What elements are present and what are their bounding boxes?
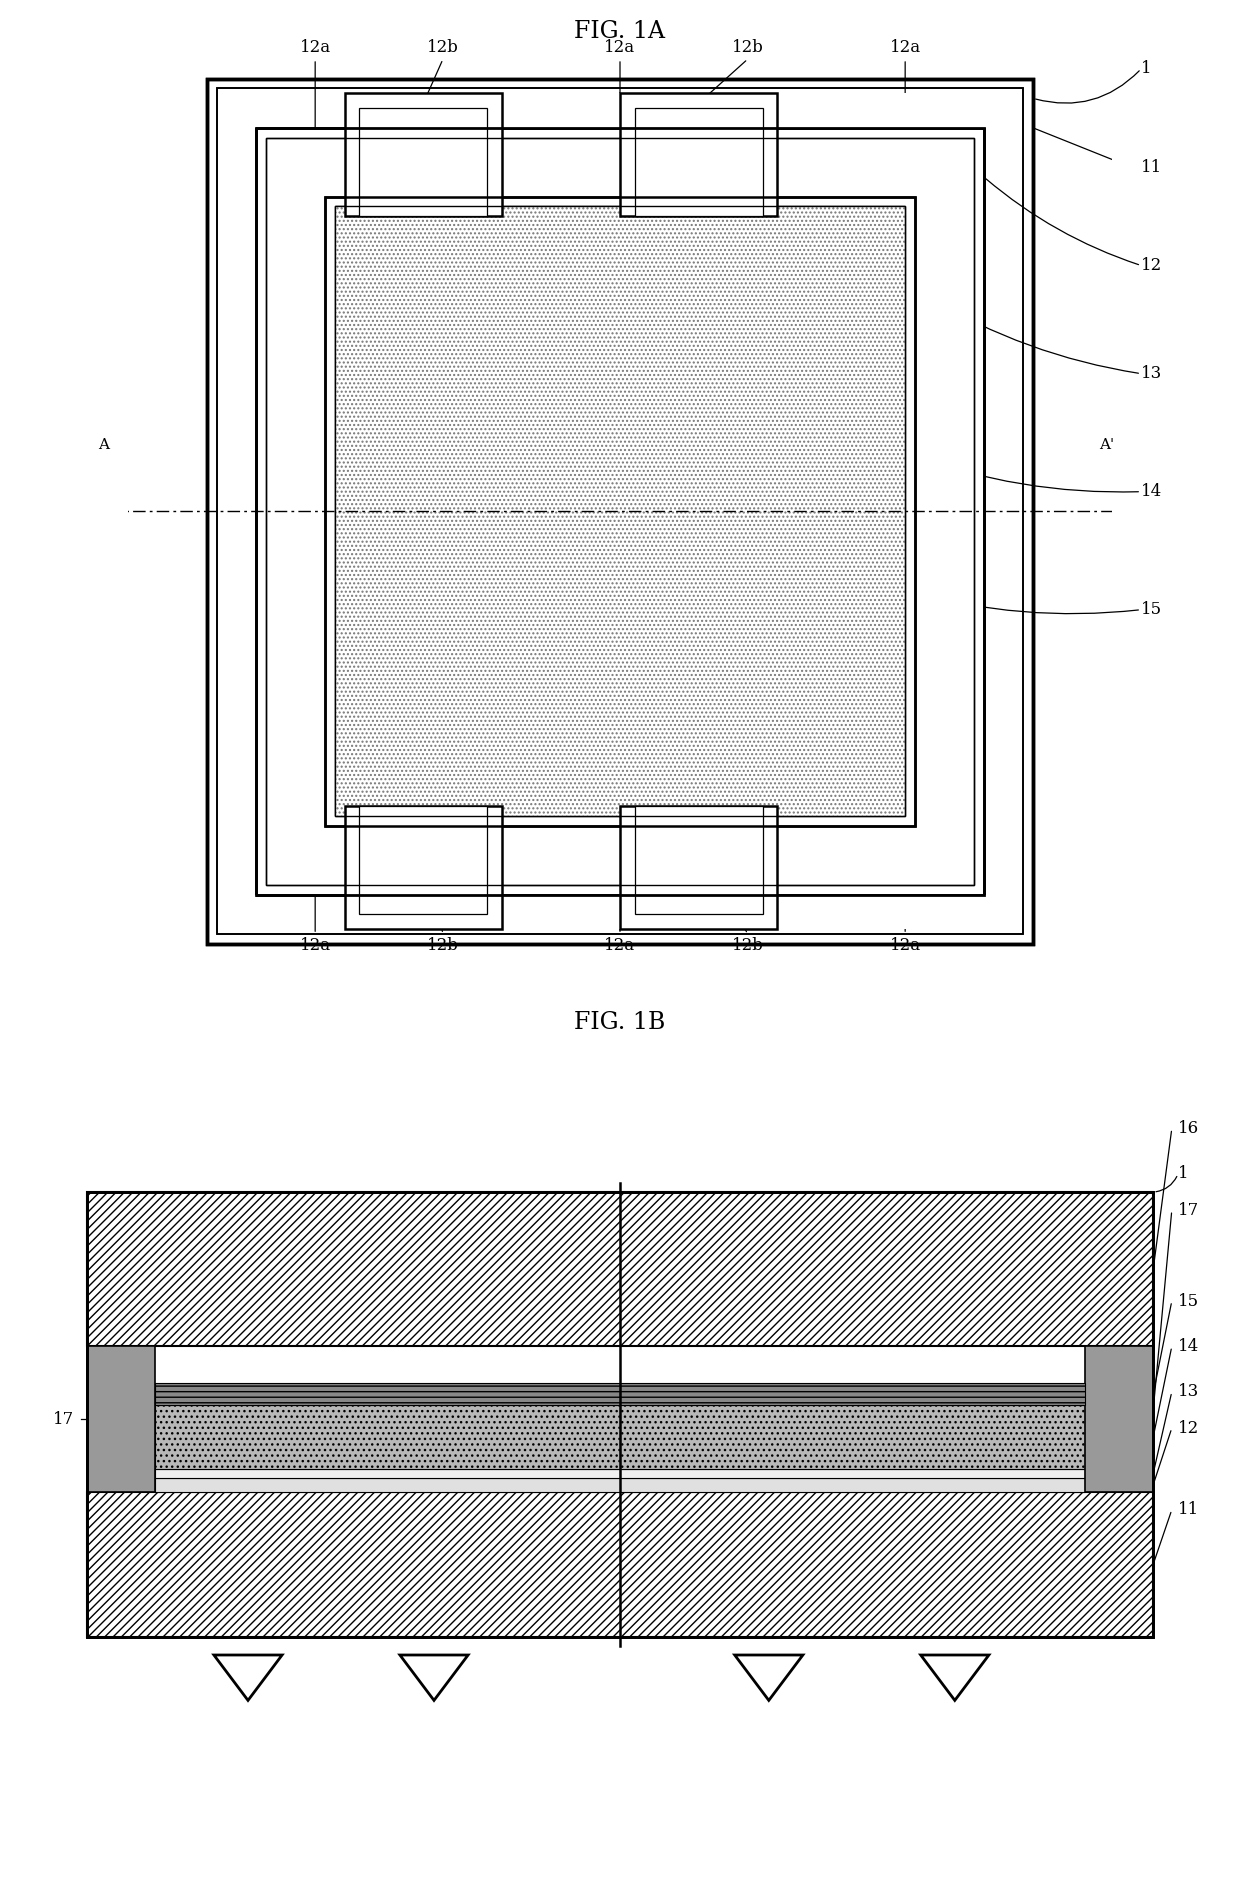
- Bar: [335, 206, 905, 817]
- Text: 12a: 12a: [604, 40, 636, 57]
- Text: 17: 17: [1178, 1203, 1199, 1218]
- Text: 13: 13: [1141, 365, 1162, 382]
- Bar: [777, 894, 1018, 928]
- Text: A: A: [98, 439, 109, 452]
- Text: 12: 12: [1178, 1420, 1199, 1437]
- Bar: [207, 79, 1033, 944]
- Bar: [155, 1382, 620, 1405]
- Bar: [502, 894, 620, 928]
- Bar: [777, 93, 1018, 129]
- Bar: [325, 197, 915, 826]
- Text: 12a: 12a: [889, 936, 921, 953]
- FancyArrow shape: [215, 1655, 283, 1700]
- Text: FIG. 1B: FIG. 1B: [574, 1010, 666, 1034]
- Text: 15: 15: [1141, 601, 1162, 618]
- Text: 12b: 12b: [732, 936, 764, 953]
- Bar: [155, 1469, 1085, 1479]
- FancyArrow shape: [399, 1655, 469, 1700]
- Text: 12b: 12b: [427, 936, 459, 953]
- Text: 12a: 12a: [889, 40, 921, 57]
- FancyArrow shape: [920, 1655, 990, 1700]
- Text: 14: 14: [1141, 484, 1162, 499]
- Bar: [360, 108, 487, 216]
- Text: FIG. 1A: FIG. 1A: [574, 19, 666, 43]
- Text: 17: 17: [53, 1411, 74, 1428]
- Bar: [207, 79, 1033, 944]
- Bar: [87, 1191, 1153, 1346]
- Bar: [325, 197, 915, 826]
- Text: 12: 12: [1141, 257, 1162, 274]
- Text: 12a: 12a: [300, 936, 331, 953]
- Bar: [155, 1405, 620, 1469]
- Text: A': A': [1099, 439, 1115, 452]
- Bar: [360, 806, 487, 915]
- Bar: [345, 93, 502, 216]
- Bar: [635, 806, 763, 915]
- Bar: [222, 894, 257, 928]
- Text: 15: 15: [1178, 1293, 1199, 1309]
- Bar: [620, 93, 777, 216]
- Bar: [257, 129, 983, 894]
- Bar: [635, 108, 763, 216]
- Bar: [267, 138, 973, 885]
- Text: 11: 11: [1178, 1501, 1199, 1518]
- Text: 13: 13: [1178, 1384, 1199, 1399]
- Bar: [267, 138, 973, 885]
- FancyArrow shape: [734, 1655, 804, 1700]
- Bar: [217, 89, 1023, 934]
- Text: 1: 1: [1178, 1165, 1189, 1182]
- Bar: [620, 1382, 1085, 1405]
- Text: 1: 1: [1141, 61, 1152, 78]
- Text: 12a: 12a: [300, 40, 331, 57]
- Bar: [345, 806, 502, 928]
- Bar: [1085, 1346, 1153, 1492]
- Bar: [217, 89, 1023, 934]
- Bar: [87, 1492, 1153, 1638]
- Bar: [335, 206, 905, 817]
- Text: 12b: 12b: [427, 40, 459, 57]
- Text: 12b: 12b: [732, 40, 764, 57]
- Bar: [155, 1479, 1085, 1492]
- Bar: [222, 93, 257, 129]
- Bar: [335, 206, 905, 817]
- Bar: [257, 129, 983, 894]
- Text: 11: 11: [1141, 159, 1162, 176]
- Bar: [87, 1346, 155, 1492]
- Bar: [87, 1191, 1153, 1638]
- Bar: [620, 1405, 1085, 1469]
- Bar: [502, 93, 620, 129]
- Bar: [87, 1191, 1153, 1638]
- Bar: [620, 806, 777, 928]
- Text: 12a: 12a: [604, 936, 636, 953]
- Text: 16: 16: [1178, 1119, 1199, 1136]
- Text: 14: 14: [1178, 1339, 1199, 1354]
